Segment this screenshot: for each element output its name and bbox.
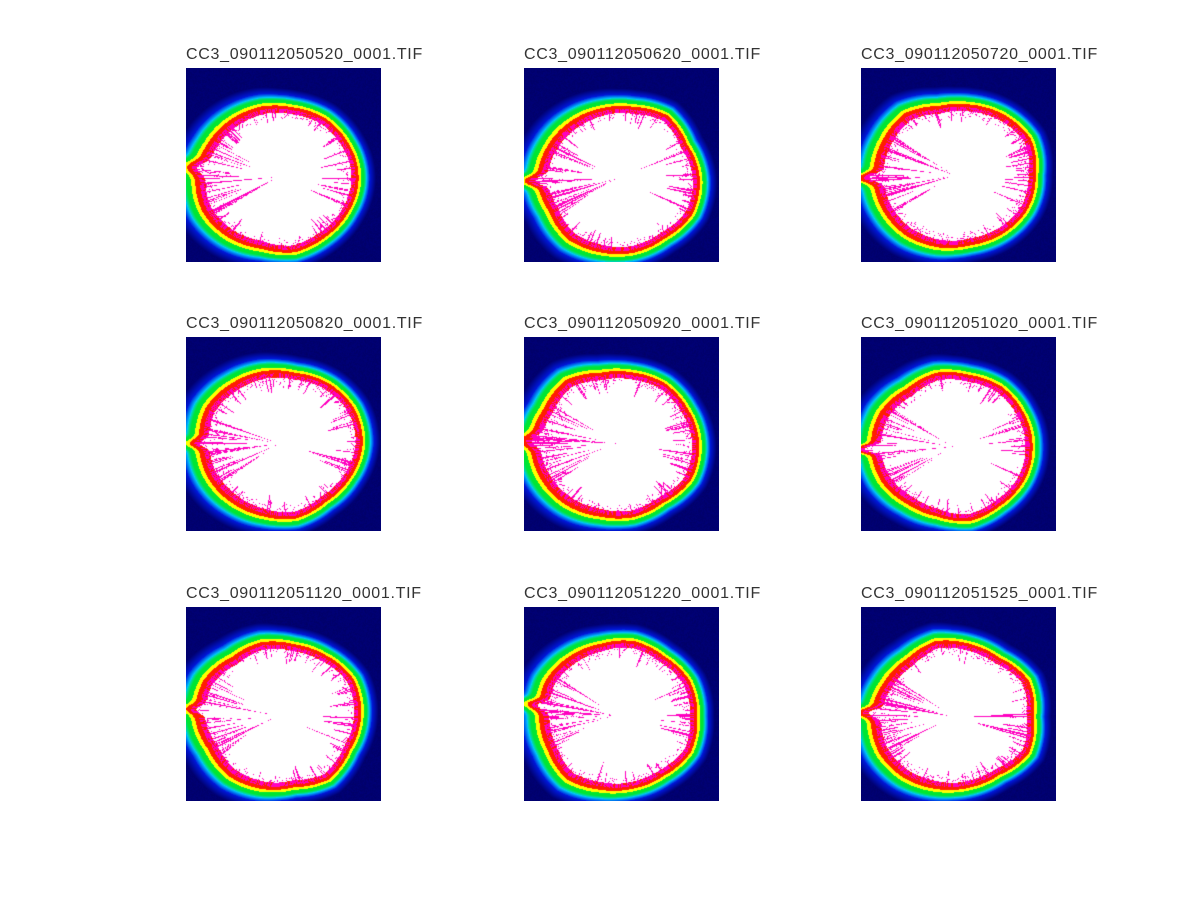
subplot-title: CC3_090112051120_0001.TIF — [186, 585, 422, 602]
subplot-title: CC3_090112050920_0001.TIF — [524, 315, 761, 332]
subplot-title: CC3_090112050720_0001.TIF — [861, 46, 1098, 63]
subplot-image — [524, 607, 719, 801]
subplot-panel-8: CC3_090112051220_0001.TIF — [524, 586, 761, 801]
subplot-image — [186, 68, 381, 262]
subplot-image — [186, 607, 381, 801]
subplot-panel-3: CC3_090112050720_0001.TIF — [861, 47, 1098, 262]
subplot-panel-9: CC3_090112051525_0001.TIF — [861, 586, 1098, 801]
subplot-panel-6: CC3_090112051020_0001.TIF — [861, 316, 1098, 531]
subplot-image — [186, 337, 381, 531]
subplot-image — [861, 68, 1056, 262]
subplot-image — [524, 68, 719, 262]
subplot-panel-7: CC3_090112051120_0001.TIF — [186, 586, 422, 801]
subplot-image — [524, 337, 719, 531]
subplot-panel-5: CC3_090112050920_0001.TIF — [524, 316, 761, 531]
subplot-title: CC3_090112051020_0001.TIF — [861, 315, 1098, 332]
subplot-panel-1: CC3_090112050520_0001.TIF — [186, 47, 423, 262]
subplot-image — [861, 607, 1056, 801]
subplot-title: CC3_090112050520_0001.TIF — [186, 46, 423, 63]
subplot-title: CC3_090112050820_0001.TIF — [186, 315, 423, 332]
subplot-panel-2: CC3_090112050620_0001.TIF — [524, 47, 761, 262]
subplot-title: CC3_090112050620_0001.TIF — [524, 46, 761, 63]
subplot-title: CC3_090112051220_0001.TIF — [524, 585, 761, 602]
subplot-image — [861, 337, 1056, 531]
subplot-title: CC3_090112051525_0001.TIF — [861, 585, 1098, 602]
subplot-panel-4: CC3_090112050820_0001.TIF — [186, 316, 423, 531]
